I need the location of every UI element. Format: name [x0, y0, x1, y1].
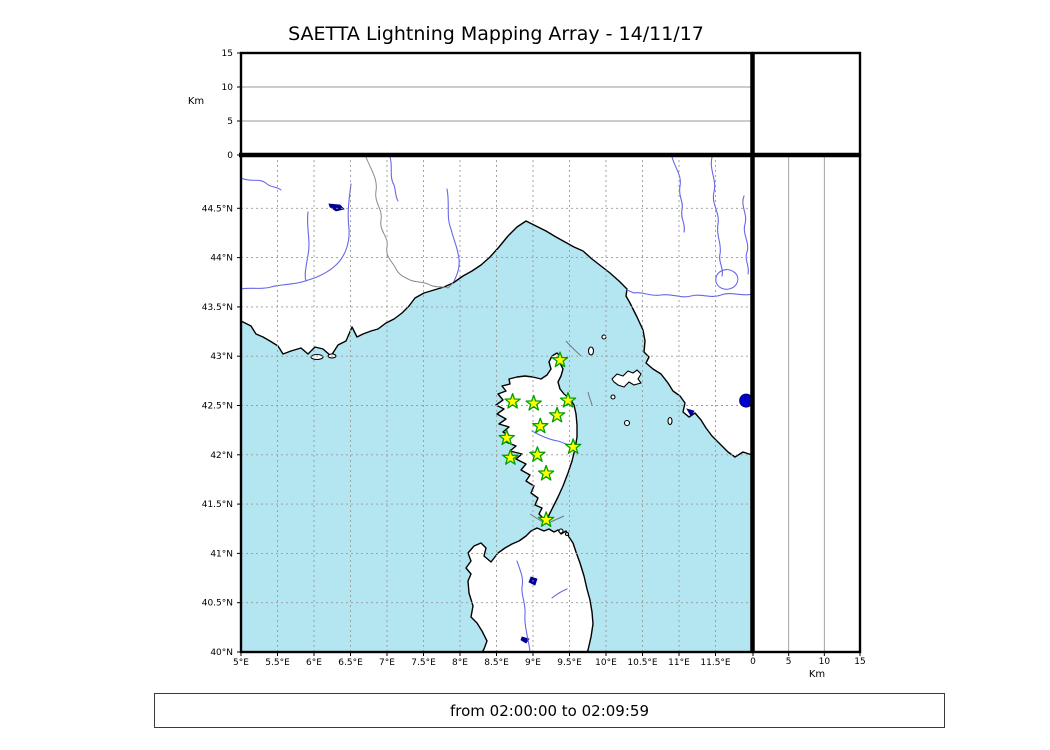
sea-mark-1 [565, 340, 582, 357]
lon-tick-label: 5.5°E [265, 658, 290, 668]
map-graticule [241, 155, 752, 652]
altitude-tick-label-left: 0 [227, 151, 233, 161]
lon-tick-label: 7°E [379, 658, 395, 668]
lon-tick-label: 5°E [233, 658, 249, 668]
lat-tick-label: 44°N [210, 254, 233, 264]
altitude-tick-label-bottom: 0 [750, 657, 756, 667]
maddalena-island-2 [564, 531, 570, 537]
sea-mark-3 [529, 513, 565, 525]
capraia-island [587, 346, 595, 356]
lat-tick-label: 40°N [210, 648, 233, 658]
lat-tick-label: 43°N [210, 352, 233, 362]
altitude-tick-label-bottom: 5 [786, 657, 792, 667]
lon-tick-label: 10.5°E [627, 658, 658, 668]
lma-station-marker [537, 464, 555, 481]
coastal-lagoon [686, 408, 695, 417]
lon-tick-label: 8°E [452, 658, 468, 668]
time-range-caption: from 02:00:00 to 02:09:59 [154, 693, 945, 728]
altitude-tick-label-left: 15 [222, 49, 233, 59]
altitude-tick-label-bottom: 10 [819, 657, 831, 667]
rivers [241, 156, 752, 652]
axis-ticks-and-labels: 5°E 5.5°E 6°E 6.5°E 7°E 7.5°E 8°E 8.5°E 9°E 9.5°E… [188, 49, 866, 680]
lma-station-marker [537, 511, 555, 527]
station-markers [498, 351, 582, 527]
lma-station-marker [525, 394, 542, 411]
lon-tick-label: 6°E [306, 658, 322, 668]
lon-tick-label: 10°E [595, 658, 617, 668]
lat-tick-label: 41.5°N [202, 500, 233, 510]
lma-station-marker [564, 438, 582, 455]
lat-tick-label: 43.5°N [202, 303, 233, 313]
lma-station-marker [529, 446, 546, 462]
lon-tick-label: 11°E [668, 658, 690, 668]
giglio-island [667, 416, 673, 426]
lma-station-marker [498, 429, 515, 446]
figure-title: SAETTA Lightning Mapping Array - 14/11/1… [288, 23, 704, 45]
corsica-island [495, 352, 578, 522]
lat-tick-label: 44.5°N [202, 204, 233, 214]
maddalena-island [558, 528, 564, 534]
km-axis-label-left: Km [188, 96, 204, 107]
altitude-latitude-panel [753, 155, 860, 652]
sardinia-island [465, 527, 594, 652]
km-axis-label-bottom: Km [809, 669, 825, 680]
corner-panel [753, 53, 860, 155]
altitude-tick-label-left: 5 [227, 117, 233, 127]
hyeres-island [310, 353, 324, 361]
lat-tick-label: 42°N [210, 451, 233, 461]
panel-frames [239, 51, 862, 654]
lma-station-marker [551, 351, 569, 368]
lat-tick-label: 40.5°N [202, 599, 233, 609]
country-border [365, 156, 454, 289]
elba-island [611, 369, 642, 388]
lat-tick-label: 41°N [210, 549, 233, 559]
time-range-text: from 02:00:00 to 02:09:59 [449, 701, 649, 720]
lon-tick-label: 6.5°E [338, 658, 363, 668]
gorgona-island [601, 334, 607, 340]
sardinia-lake-2 [520, 636, 530, 644]
lma-station-marker [548, 406, 566, 423]
alpine-lake [328, 203, 345, 212]
lma-station-marker [559, 391, 577, 408]
sea-mark-2 [587, 391, 593, 406]
lma-station-marker [504, 392, 521, 409]
lon-tick-label: 9.5°E [557, 658, 582, 668]
lma-station-marker [502, 449, 519, 465]
map-geography [241, 155, 752, 652]
altitude-panel-gridlines [241, 86, 825, 652]
lightning-sources [739, 393, 752, 408]
lightning-source-dot [739, 393, 752, 408]
pianosa-island [610, 394, 616, 400]
lon-tick-label: 8.5°E [484, 658, 509, 668]
montecristo-island [623, 419, 631, 427]
altitude-tick-label-left: 10 [222, 83, 234, 93]
lon-tick-label: 9°E [525, 658, 541, 668]
altitude-longitude-panel [241, 53, 752, 155]
lma-station-marker [532, 417, 549, 434]
lat-tick-label: 42.5°N [202, 402, 233, 412]
mainland-coast [241, 155, 752, 458]
lon-tick-label: 11.5°E [700, 658, 731, 668]
altitude-tick-label-bottom: 15 [854, 657, 865, 667]
lon-tick-label: 7.5°E [411, 658, 436, 668]
